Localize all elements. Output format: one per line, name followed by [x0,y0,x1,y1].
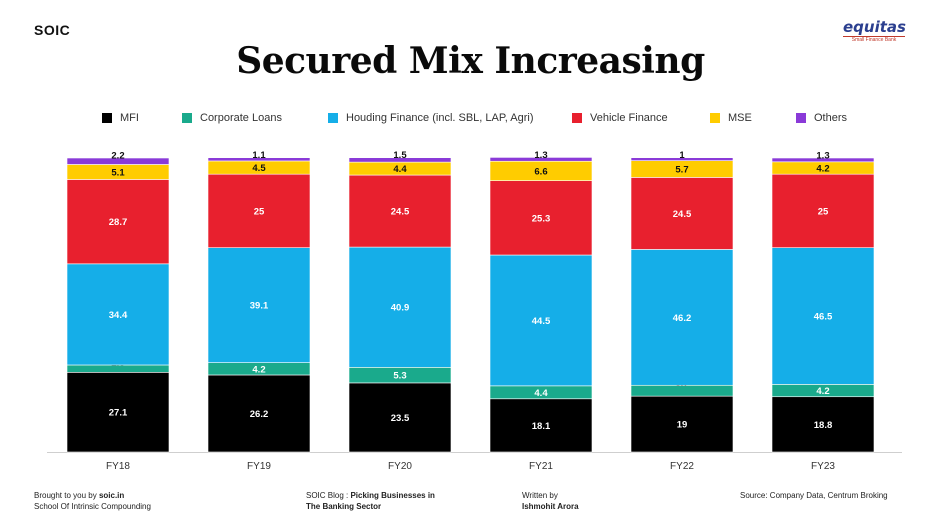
data-label-others-fy18: 2.2 [111,151,124,162]
data-label-vehicle-finance-fy21: 25.3 [532,213,551,224]
data-label-others-fy22: 1 [679,150,685,161]
footer-school-name: School Of Intrinsic Compounding [34,501,151,512]
data-label-others-fy23: 1.3 [816,151,829,162]
x-tick-label-fy22: FY22 [670,461,694,472]
data-label-mfi-fy20: 23.5 [391,413,410,424]
data-label-houding-finance-incl-sbl-lap-agri-fy18: 34.4 [109,310,128,321]
data-label-mse-fy21: 6.6 [534,166,547,177]
data-label-mfi-fy21: 18.1 [532,421,551,432]
footer-author: Written by Ishmohit Arora [522,490,579,512]
data-label-houding-finance-incl-sbl-lap-agri-fy20: 40.9 [391,303,410,314]
data-label-mfi-fy23: 18.8 [814,420,833,431]
data-label-mse-fy18: 5.1 [111,167,125,178]
footer-blog-prefix: SOIC Blog : [306,491,350,500]
data-label-mse-fy23: 4.2 [816,163,829,174]
x-tick-label-fy21: FY21 [529,461,553,472]
data-label-corporate-loans-fy20: 5.3 [393,371,406,382]
data-label-others-fy21: 1.3 [534,150,547,161]
data-label-others-fy19: 1.1 [252,150,266,161]
data-label-mfi-fy19: 26.2 [250,409,269,420]
footer-written-label: Written by [522,490,579,501]
data-label-mse-fy20: 4.4 [393,164,407,175]
data-label-vehicle-finance-fy22: 24.5 [673,209,692,220]
data-label-corporate-loans-fy21: 4.4 [534,388,548,399]
data-label-mfi-fy22: 19 [677,420,688,431]
data-label-mse-fy22: 5.7 [675,165,688,176]
data-label-corporate-loans-fy19: 4.2 [252,364,265,375]
data-label-vehicle-finance-fy23: 25 [818,206,829,217]
data-label-houding-finance-incl-sbl-lap-agri-fy21: 44.5 [532,316,551,327]
footer-blog-title-line2: The Banking Sector [306,502,381,511]
data-label-mfi-fy18: 27.1 [109,408,128,419]
data-label-others-fy20: 1.5 [393,150,407,161]
data-label-vehicle-finance-fy19: 25 [254,206,265,217]
footer-source: Source: Company Data, Centrum Broking [740,490,888,501]
x-tick-label-fy19: FY19 [247,461,271,472]
footer-blog: SOIC Blog : Picking Businesses in The Ba… [306,490,435,512]
data-label-mse-fy19: 4.5 [252,163,266,174]
data-label-vehicle-finance-fy20: 24.5 [391,207,410,218]
data-label-houding-finance-incl-sbl-lap-agri-fy19: 39.1 [250,301,269,312]
x-tick-label-fy20: FY20 [388,461,412,472]
footer-site-link[interactable]: soic.in [99,491,124,500]
x-tick-label-fy18: FY18 [106,461,130,472]
data-label-vehicle-finance-fy18: 28.7 [109,217,128,228]
x-tick-label-fy23: FY23 [811,461,835,472]
footer-source-text: Source: Company Data, Centrum Broking [740,490,888,501]
footer-brought-prefix: Brought to you by [34,491,99,500]
data-label-houding-finance-incl-sbl-lap-agri-fy22: 46.2 [673,313,692,324]
data-label-houding-finance-incl-sbl-lap-agri-fy23: 46.5 [814,312,833,323]
footer-blog-title-line1: Picking Businesses in [350,491,434,500]
data-label-corporate-loans-fy23: 4.2 [816,386,829,397]
footer-brought-by: Brought to you by soic.in School Of Intr… [34,490,151,512]
footer-author-name: Ishmohit Arora [522,502,579,511]
